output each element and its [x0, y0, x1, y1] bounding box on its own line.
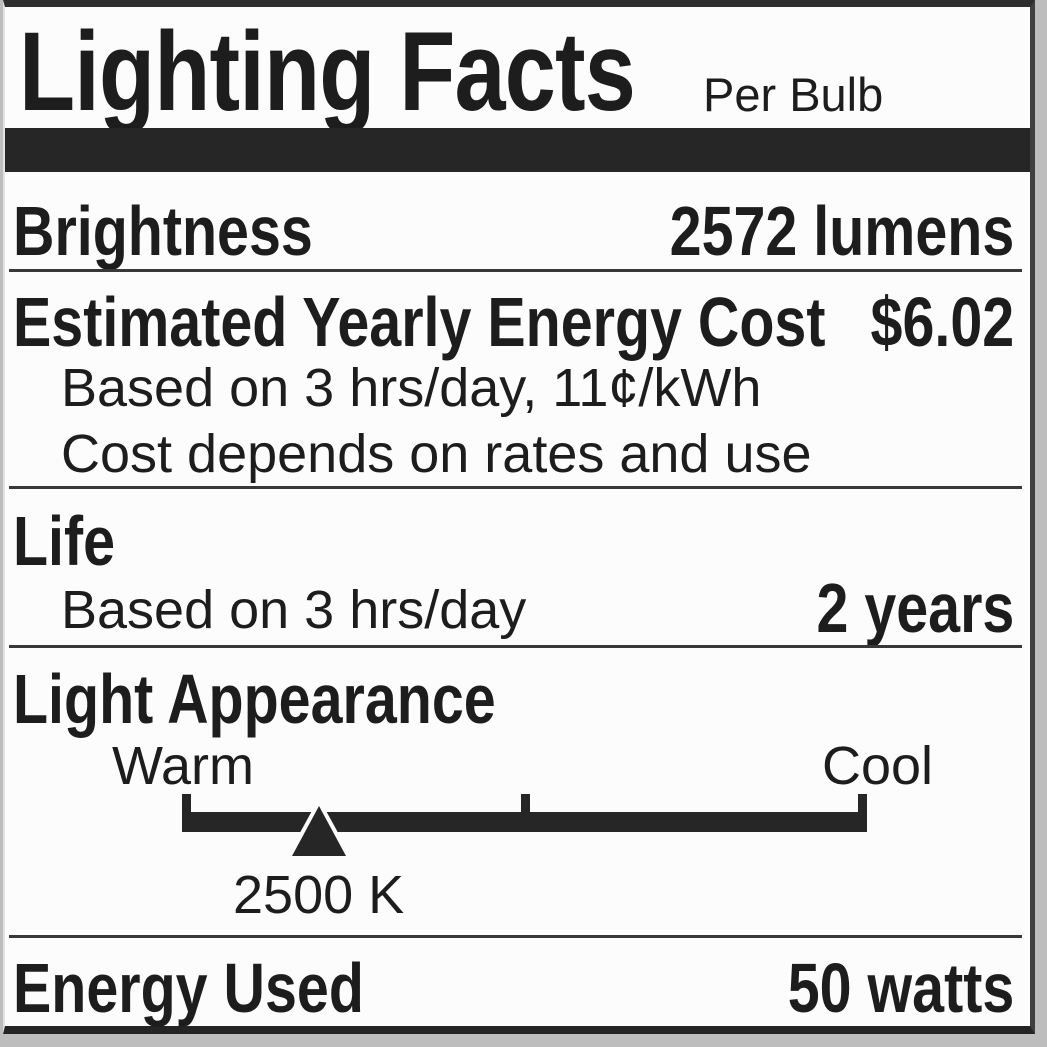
brightness-value: 2572 lumens	[669, 192, 1014, 270]
section-divider	[9, 486, 1022, 489]
warm-cool-row: Warm Cool	[13, 739, 1014, 799]
cool-label: Cool	[822, 736, 934, 796]
light-appearance-scale: 2500 K	[5, 788, 1030, 933]
energy-cost-label: Estimated Yearly Energy Cost	[13, 283, 826, 361]
energy-used-value: 50 watts	[787, 949, 1014, 1027]
life-basis-note: Based on 3 hrs/day	[61, 580, 527, 640]
energy-cost-disclaimer-note: Cost depends on rates and use	[61, 424, 812, 484]
scale-tick-left	[182, 794, 191, 814]
energy-cost-value: $6.02	[870, 283, 1014, 361]
label-header: Lighting Facts Per Bulb	[13, 16, 1014, 136]
label-subtitle: Per Bulb	[703, 68, 884, 121]
energy-cost-basis-row: Based on 3 hrs/day, 11¢/kWh	[13, 361, 1014, 439]
scale-bar	[182, 812, 867, 832]
energy-cost-basis-note: Based on 3 hrs/day, 11¢/kWh	[61, 358, 762, 418]
brightness-row: Brightness 2572 lumens	[13, 196, 1014, 274]
kelvin-value: 2500 K	[233, 865, 405, 925]
energy-cost-row: Estimated Yearly Energy Cost $6.02	[13, 287, 1014, 365]
energy-used-label: Energy Used	[13, 949, 364, 1027]
scale-tick-middle	[521, 794, 530, 814]
kelvin-marker-icon	[292, 806, 346, 856]
light-appearance-row: Light Appearance	[13, 664, 1014, 742]
lighting-facts-label: Lighting Facts Per Bulb Brightness 2572 …	[3, 0, 1035, 1034]
warm-label: Warm	[112, 736, 254, 796]
section-divider	[9, 269, 1022, 272]
life-label: Life	[13, 502, 116, 580]
life-value: 2 years	[816, 569, 1014, 647]
life-basis-row: Based on 3 hrs/day 2 years	[13, 573, 1014, 651]
life-row: Life	[13, 506, 1014, 584]
energy-used-row: Energy Used 50 watts	[13, 953, 1014, 1031]
section-divider	[9, 935, 1022, 938]
label-title: Lighting Facts	[19, 9, 636, 134]
section-divider	[9, 645, 1022, 648]
light-appearance-label: Light Appearance	[13, 660, 496, 738]
energy-cost-disclaimer-row: Cost depends on rates and use	[13, 427, 1014, 505]
brightness-label: Brightness	[13, 192, 313, 270]
scale-tick-right	[858, 794, 867, 814]
header-separator-bar	[5, 128, 1030, 172]
